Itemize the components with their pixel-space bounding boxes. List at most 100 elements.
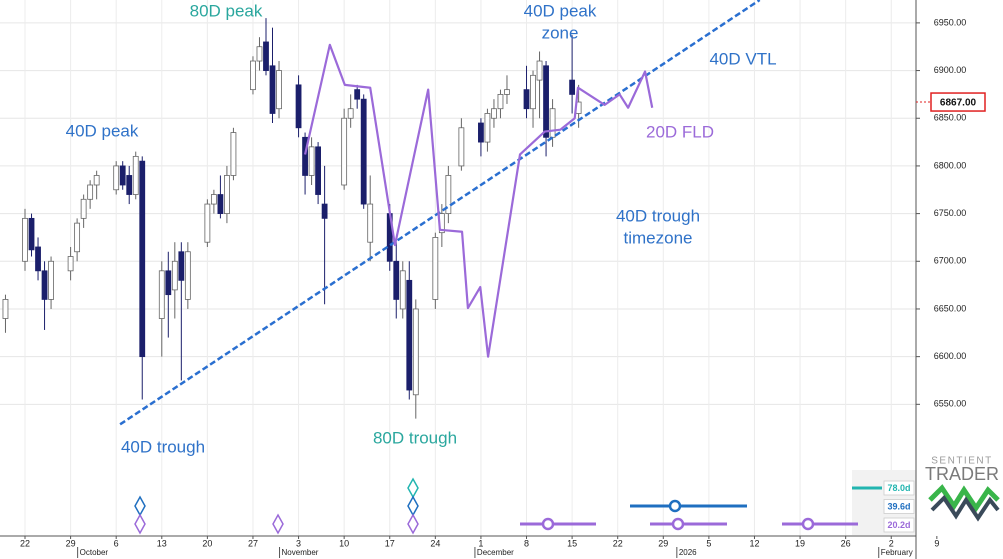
candle-body [158,270,165,319]
candle-body [458,127,465,167]
y-tick-label: 6800.00 [934,160,967,170]
x-tick-label: 24 [430,538,440,548]
candle-body [393,260,400,300]
candle-body [93,175,100,186]
candle-body [445,175,452,215]
x-tick-label: 9 [934,538,939,548]
month-label: February [881,548,913,557]
cycle-center [668,499,682,513]
candle-body [250,60,256,91]
x-tick-label: 26 [841,538,851,548]
x-tick-label: 22 [613,538,623,548]
candle-body [22,217,28,262]
x-tick-label: 6 [114,538,119,548]
x-tick-label: 29 [66,538,76,548]
annotation: 40D trough [616,206,700,225]
cycle-label-box [883,517,915,533]
candle-body [530,74,536,110]
cycle-label: 39.6d [887,501,910,511]
month-label: 2026 [679,548,697,557]
logo-mark [928,484,1000,513]
month-label: December [477,548,514,557]
candle-body [354,89,361,100]
candle-body [41,270,48,300]
cycle-center [671,517,685,531]
x-tick-label: 8 [524,538,529,548]
candle-body [504,89,510,95]
candle-body [80,198,87,219]
candle-body [28,217,35,251]
candle-body [406,279,413,391]
last-price-box [930,92,986,112]
last-price-label: 6867.00 [940,98,977,109]
cycle-panel: 78.0d 39.6d 20.2d [134,470,916,535]
candle-body [171,260,178,291]
month-label: November [282,548,319,557]
candle-body [347,108,354,119]
candle-body [549,108,556,138]
candle-body [184,251,191,300]
x-tick-label: 29 [658,538,668,548]
cycle-label-box [883,480,915,496]
x-tick-label: 3 [296,538,301,548]
candle-body [204,203,211,243]
candle-body [263,41,269,71]
candle-body [256,46,263,62]
candle-body [2,299,9,319]
candle-body [224,175,230,215]
candle-body [321,203,328,219]
candle-body [165,270,172,296]
x-tick-label: 17 [385,538,395,548]
candle-body [491,108,497,119]
candle-body [217,194,224,215]
candle-body [536,60,543,81]
candle-body [484,113,491,143]
x-tick-label: 15 [567,538,577,548]
candle-body [132,155,139,195]
candle-body [302,136,308,176]
month-label: October [80,548,109,557]
candle-body [139,160,146,358]
x-tick-label: 12 [749,538,759,548]
annotation: 40D VTL [709,49,776,68]
annotation: 80D trough [373,428,457,447]
x-tick-label: 5 [706,538,711,548]
cycle-diamond [407,513,419,535]
y-tick-label: 6700.00 [934,256,967,266]
candle-body [497,94,504,110]
vtl-line [119,0,761,426]
x-tick-label: 2 [889,538,894,548]
candle-body [276,70,282,110]
cycle-diamond [272,513,284,535]
x-tick-label: 13 [157,538,167,548]
y-tick-label: 6550.00 [934,399,967,409]
annotation: zone [542,23,579,42]
candle-body [113,165,120,191]
cycle-label-box [883,499,915,514]
x-tick-label: 22 [20,538,30,548]
plot: 80D peak 40D peak zone 40D VTL 40D peak 20D F… [2,0,777,456]
x-tick-label: 10 [339,538,349,548]
y-tick-label: 6850.00 [934,113,967,123]
candle-body [569,79,576,95]
y-tick-label: 6750.00 [934,208,967,218]
candle-body [341,117,348,186]
candle-body [478,122,484,143]
logo-text: SENTIENT [931,456,992,467]
candle-body [230,132,237,176]
y-tick-label: 6950.00 [934,17,967,27]
candle-body [35,246,41,272]
logo: SENTIENT TRADER [925,456,1000,522]
annotation: 40D peak [66,121,139,140]
y-tick-label: 6650.00 [934,303,967,313]
candle-body [432,237,439,300]
candle-body [367,203,374,243]
candle-body [269,65,276,114]
annotation: 40D peak [524,1,597,20]
candle-body [399,270,406,310]
logo-mark [930,494,1000,522]
fld-line [303,43,654,358]
cycle-center [801,517,815,531]
